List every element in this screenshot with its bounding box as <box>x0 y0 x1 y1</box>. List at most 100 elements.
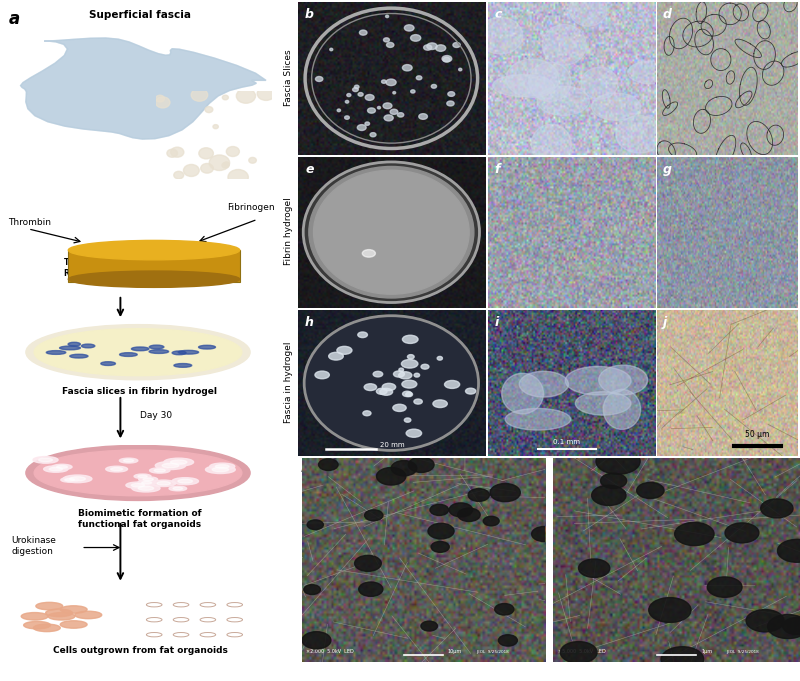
Ellipse shape <box>26 325 250 380</box>
Text: Fascia in hydrogel: Fascia in hydrogel <box>284 341 294 423</box>
Circle shape <box>75 612 102 618</box>
Ellipse shape <box>443 57 450 62</box>
Circle shape <box>157 481 170 485</box>
Circle shape <box>228 170 248 185</box>
Text: ×5,000  5.0kV  LED: ×5,000 5.0kV LED <box>558 649 606 654</box>
Ellipse shape <box>68 271 240 287</box>
Circle shape <box>44 466 68 473</box>
Ellipse shape <box>674 522 714 545</box>
Ellipse shape <box>354 85 359 89</box>
Circle shape <box>150 468 170 473</box>
Ellipse shape <box>505 409 570 430</box>
Circle shape <box>169 486 186 491</box>
Circle shape <box>36 603 62 610</box>
Ellipse shape <box>414 399 422 404</box>
Ellipse shape <box>365 95 374 100</box>
Ellipse shape <box>386 15 389 18</box>
Ellipse shape <box>453 42 460 48</box>
Ellipse shape <box>393 405 406 411</box>
Ellipse shape <box>560 642 597 663</box>
Text: Porous structures of hydrogel: Porous structures of hydrogel <box>326 460 469 470</box>
Circle shape <box>52 464 72 470</box>
Text: 1μm: 1μm <box>701 649 712 654</box>
Circle shape <box>201 163 214 173</box>
Ellipse shape <box>304 585 320 595</box>
Polygon shape <box>21 38 266 139</box>
Ellipse shape <box>578 559 610 577</box>
Ellipse shape <box>531 124 571 165</box>
Circle shape <box>22 613 48 620</box>
Ellipse shape <box>347 93 351 97</box>
Ellipse shape <box>358 582 383 597</box>
Ellipse shape <box>383 38 390 42</box>
Ellipse shape <box>538 86 590 115</box>
Ellipse shape <box>404 418 411 422</box>
Ellipse shape <box>393 91 396 94</box>
Circle shape <box>226 146 239 157</box>
Ellipse shape <box>358 125 366 131</box>
Ellipse shape <box>303 162 479 302</box>
Text: Thickness = 5.24 mm: Thickness = 5.24 mm <box>64 257 156 267</box>
Text: 50 μm: 50 μm <box>745 430 769 439</box>
Ellipse shape <box>468 488 490 501</box>
Circle shape <box>222 163 229 168</box>
Circle shape <box>60 606 87 613</box>
Ellipse shape <box>353 88 358 91</box>
Ellipse shape <box>337 109 341 112</box>
Circle shape <box>174 172 184 179</box>
Ellipse shape <box>370 133 376 137</box>
Text: c: c <box>494 8 502 21</box>
Ellipse shape <box>761 499 793 518</box>
Ellipse shape <box>70 354 88 358</box>
Ellipse shape <box>418 114 427 119</box>
Ellipse shape <box>778 539 800 563</box>
Circle shape <box>119 458 138 463</box>
Circle shape <box>60 621 87 628</box>
Circle shape <box>183 164 199 176</box>
Ellipse shape <box>628 61 674 84</box>
Ellipse shape <box>416 76 422 80</box>
Ellipse shape <box>490 484 520 502</box>
Ellipse shape <box>391 460 417 476</box>
Circle shape <box>215 464 229 469</box>
Ellipse shape <box>435 45 446 51</box>
Circle shape <box>155 97 170 108</box>
Circle shape <box>126 482 150 488</box>
Circle shape <box>170 460 187 464</box>
Ellipse shape <box>345 116 350 119</box>
Ellipse shape <box>376 388 387 394</box>
Ellipse shape <box>314 170 469 294</box>
Polygon shape <box>21 38 266 139</box>
Ellipse shape <box>346 100 349 103</box>
Ellipse shape <box>304 316 478 450</box>
Text: f: f <box>494 163 500 176</box>
Ellipse shape <box>591 486 626 505</box>
Ellipse shape <box>386 42 394 48</box>
Circle shape <box>222 95 228 100</box>
Text: ×2,000  5.0kV  LED: ×2,000 5.0kV LED <box>306 649 354 654</box>
Ellipse shape <box>373 371 382 377</box>
Ellipse shape <box>380 388 393 395</box>
Circle shape <box>132 484 160 492</box>
Ellipse shape <box>131 347 149 351</box>
Text: 20 mm: 20 mm <box>380 442 405 448</box>
Ellipse shape <box>529 62 571 101</box>
Ellipse shape <box>34 329 242 376</box>
Ellipse shape <box>198 345 215 349</box>
Ellipse shape <box>601 473 626 488</box>
Circle shape <box>63 475 92 483</box>
Text: b: b <box>305 8 314 21</box>
Ellipse shape <box>365 122 370 125</box>
Text: e: e <box>305 163 314 176</box>
Ellipse shape <box>82 344 95 348</box>
Ellipse shape <box>767 614 800 639</box>
Circle shape <box>212 467 229 472</box>
Ellipse shape <box>172 351 186 355</box>
Ellipse shape <box>649 597 691 622</box>
Circle shape <box>24 621 50 629</box>
Ellipse shape <box>493 75 554 97</box>
Ellipse shape <box>707 577 742 597</box>
Ellipse shape <box>506 59 559 97</box>
Text: k: k <box>300 460 310 475</box>
Ellipse shape <box>178 350 198 354</box>
